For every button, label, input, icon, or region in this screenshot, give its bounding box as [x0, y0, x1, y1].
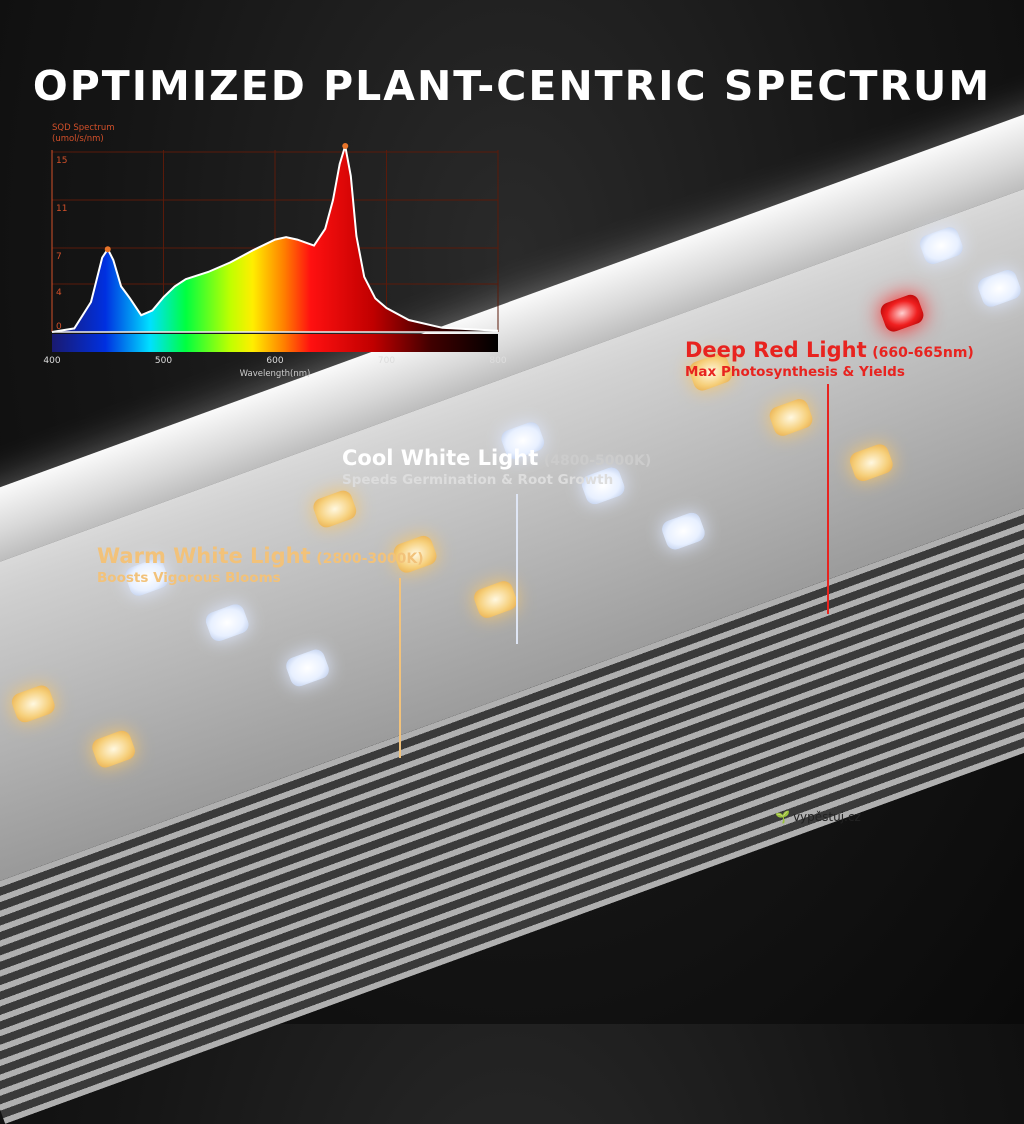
- cool-white-desc: Speeds Germination & Root Growth: [342, 472, 614, 488]
- deep-red-name: Deep Red Light: [685, 338, 867, 362]
- warm-led: [9, 682, 58, 725]
- red-leader-line: [827, 384, 829, 614]
- cool-led: [203, 601, 252, 644]
- x-tick-label: 700: [378, 356, 395, 366]
- cool-leader-line: [516, 494, 518, 644]
- x-axis-label: Wavelength(nm): [240, 369, 311, 379]
- plant-pot-icon: 🌱: [775, 810, 790, 824]
- warm-white-desc: Boosts Vigorous Blooms: [97, 570, 281, 586]
- spectrum-line: [51, 145, 499, 333]
- warm-led: [847, 441, 896, 484]
- cool-white-label: Cool White Light (4800-5000K) Speeds Ger…: [342, 446, 651, 488]
- red-led: [878, 292, 926, 335]
- x-tick-label: 400: [43, 356, 60, 366]
- warm-white-label: Warm White Light (2800-3000K) Boosts Vig…: [97, 544, 424, 586]
- spectrum-area: [52, 146, 498, 332]
- warm-leader-line: [399, 578, 401, 758]
- deep-red-desc: Max Photosynthesis & Yields: [685, 364, 905, 380]
- warm-led: [310, 488, 359, 530]
- wavelength-color-bar: [52, 334, 498, 352]
- cool-led: [659, 510, 708, 553]
- warm-white-name: Warm White Light: [97, 544, 311, 568]
- chart-title: SQD Spectrum: [52, 123, 115, 133]
- y-tick-label: 0: [56, 322, 62, 332]
- warm-led: [89, 728, 138, 771]
- watermark-text: vypěstuj.cz: [792, 810, 861, 824]
- deep-red-label: Deep Red Light (660-665nm) Max Photosynt…: [685, 338, 974, 380]
- y-tick-label: 11: [56, 204, 67, 214]
- deep-red-range: (660-665nm): [872, 345, 974, 361]
- y-tick-label: 4: [56, 288, 62, 298]
- warm-white-range: (2800-3000K): [316, 551, 424, 567]
- y-axis-label: (umol/s/nm): [52, 134, 104, 144]
- watermark: 🌱 vypěstuj.cz: [775, 810, 861, 824]
- x-tick-label: 600: [266, 356, 283, 366]
- spectrum-chart: 0 4 7 11 15 400 500 600 700 800 SQD Spectrum(umol/…: [43, 123, 506, 379]
- warm-led: [471, 578, 520, 621]
- cool-white-range: (4800-5000K): [543, 453, 652, 469]
- y-tick-label: 7: [56, 252, 62, 262]
- page-title: OPTIMIZED PLANT-CENTRIC SPECTRUM: [32, 62, 992, 110]
- peak-marker: [104, 246, 111, 253]
- x-tick-label: 800: [489, 356, 506, 366]
- cool-led: [975, 267, 1024, 310]
- x-tick-label: 500: [155, 356, 172, 366]
- cool-white-name: Cool White Light: [342, 446, 539, 470]
- peak-marker: [342, 143, 349, 149]
- warm-led: [767, 396, 815, 439]
- y-tick-label: 15: [56, 156, 67, 166]
- cool-led: [283, 646, 332, 689]
- cool-led: [917, 224, 966, 267]
